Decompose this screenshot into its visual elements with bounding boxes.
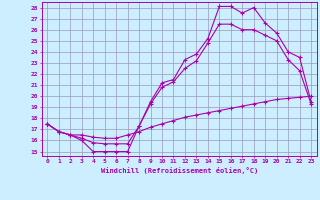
X-axis label: Windchill (Refroidissement éolien,°C): Windchill (Refroidissement éolien,°C)	[100, 167, 258, 174]
